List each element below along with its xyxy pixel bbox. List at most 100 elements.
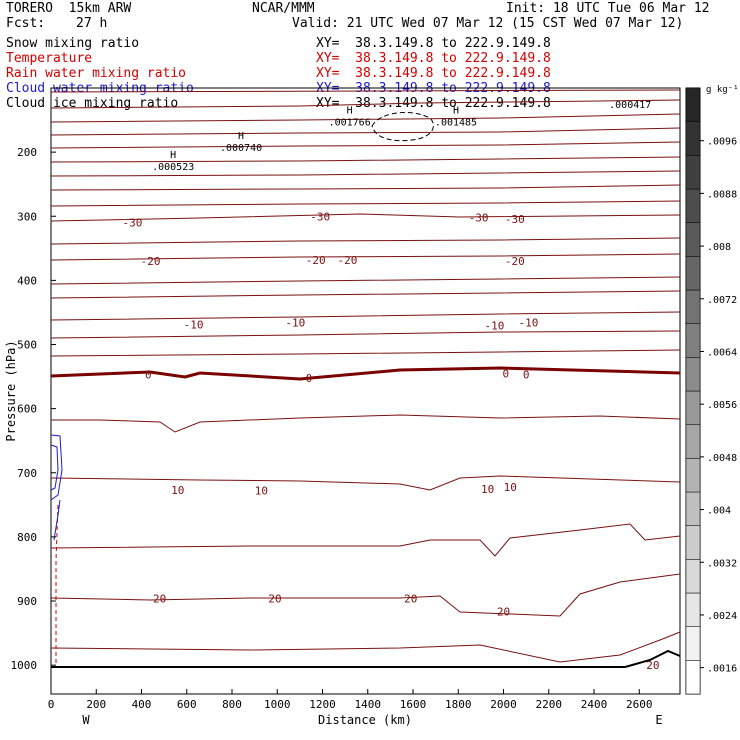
colorbar-segment bbox=[685, 525, 701, 560]
x-tick-label: 800 bbox=[222, 698, 242, 711]
y-tick-label: 300 bbox=[17, 210, 37, 223]
colorbar-segment bbox=[685, 626, 701, 661]
y-axis-title: Pressure (hPa) bbox=[4, 340, 18, 441]
colorbar-segment bbox=[685, 390, 701, 425]
colorbar-segment bbox=[685, 256, 701, 291]
org-label: NCAR/MMM bbox=[252, 1, 315, 16]
temperature-contour-label: 10 bbox=[171, 484, 184, 497]
colorbar-segment bbox=[685, 121, 701, 156]
colorbar-segment bbox=[685, 222, 701, 257]
temperature-contour-label: -30 bbox=[123, 217, 143, 230]
temperature-contour-label: -20 bbox=[505, 255, 525, 268]
field-name-temperature: Temperature bbox=[6, 51, 93, 66]
temperature-contour-label: -20 bbox=[306, 254, 326, 267]
extremum-mark: H bbox=[347, 105, 353, 116]
x-tick-label: 2200 bbox=[536, 698, 563, 711]
temperature-contour-label: 20 bbox=[268, 592, 281, 605]
colorbar-segment bbox=[685, 458, 701, 493]
y-tick-label: 700 bbox=[17, 467, 37, 480]
x-axis-east-label: E bbox=[655, 713, 662, 727]
temperature-contour-label: 20 bbox=[153, 592, 166, 605]
field-xy-rain: XY= 38.3.149.8 to 222.9.149.8 bbox=[316, 66, 551, 81]
extremum-mark: H bbox=[238, 131, 244, 142]
cloud-water-contours bbox=[50, 434, 63, 541]
x-tick-label: 2400 bbox=[581, 698, 608, 711]
colorbar-tick-label: .008 bbox=[707, 242, 731, 253]
rain-water-contour bbox=[55, 504, 59, 664]
extremum-value: .001766 bbox=[329, 117, 371, 128]
temperature-contour-label: 10 bbox=[255, 485, 268, 498]
colorbar-unit: g kg⁻¹ bbox=[706, 85, 739, 95]
x-tick-label: 400 bbox=[132, 698, 152, 711]
temperature-contour-label: -30 bbox=[505, 213, 525, 226]
colorbar-tick-label: .0048 bbox=[707, 453, 737, 464]
x-axis-west-label: W bbox=[82, 713, 90, 727]
colorbar-segment bbox=[685, 155, 701, 190]
extremum-mark: H bbox=[170, 150, 176, 161]
x-tick-label: 0 bbox=[48, 698, 55, 711]
temperature-contour-label: 10 bbox=[504, 481, 517, 494]
colorbar-segment bbox=[685, 323, 701, 358]
field-name-snow: Snow mixing ratio bbox=[6, 36, 140, 51]
temperature-contour-label: -10 bbox=[518, 317, 538, 330]
init-time: Init: 18 UTC Tue 06 Mar 12 bbox=[506, 1, 710, 16]
x-tick-label: 1600 bbox=[400, 698, 427, 711]
x-tick-label: 2600 bbox=[626, 698, 653, 711]
colorbar-tick-label: .0024 bbox=[707, 611, 737, 622]
extremum-value: .001485 bbox=[435, 117, 477, 128]
x-tick-label: 1000 bbox=[264, 698, 291, 711]
temperature-contour-label: -10 bbox=[285, 317, 305, 330]
temperature-contour-label: 10 bbox=[481, 483, 494, 496]
extremum-value: .000740 bbox=[220, 143, 262, 154]
colorbar-segment bbox=[685, 592, 701, 627]
x-tick-label: 600 bbox=[177, 698, 197, 711]
temperature-contour-label: -10 bbox=[184, 319, 204, 332]
x-axis-title: Distance (km) bbox=[318, 713, 412, 727]
temperature-contour-label: -30 bbox=[310, 210, 330, 223]
y-tick-label: 800 bbox=[17, 531, 37, 544]
temperature-contour-label: -20 bbox=[141, 255, 161, 268]
temperature-contour-label: 20 bbox=[646, 659, 659, 672]
colorbar-tick-label: .004 bbox=[707, 506, 731, 517]
temperature-contour-label: 0 bbox=[306, 372, 313, 385]
colorbar-segment bbox=[685, 491, 701, 526]
temperature-contour-label: -10 bbox=[485, 319, 505, 332]
plot-frame bbox=[50, 87, 681, 695]
extremum-value: .000417 bbox=[609, 100, 651, 111]
colorbar-tick-label: .0096 bbox=[707, 137, 737, 148]
temperature-contour-label: 0 bbox=[502, 367, 509, 380]
colorbar-tick-label: .0064 bbox=[707, 347, 737, 358]
colorbar-segment bbox=[685, 559, 701, 594]
fcst-value: 27 h bbox=[76, 16, 108, 31]
colorbar-tick-label: .0032 bbox=[707, 558, 737, 569]
fcst-label: Fcst: bbox=[6, 16, 46, 31]
field-xy-snow: XY= 38.3.149.8 to 222.9.149.8 bbox=[316, 36, 551, 51]
valid-time: Valid: 21 UTC Wed 07 Mar 12 (15 CST Wed … bbox=[292, 16, 684, 31]
y-tick-label: 1000 bbox=[11, 659, 38, 672]
colorbar-segment bbox=[685, 87, 701, 122]
extremum-mark: H bbox=[453, 105, 459, 116]
y-tick-label: 400 bbox=[17, 274, 37, 287]
colorbar-segment bbox=[685, 424, 701, 459]
colorbar-segment bbox=[685, 289, 701, 324]
temperature-contour-label: 0 bbox=[523, 369, 530, 382]
field-xy-cloud-ice: XY= 38.3.149.8 to 222.9.149.8 bbox=[316, 96, 551, 111]
y-tick-label: 600 bbox=[17, 403, 37, 416]
temperature-contour-label: 20 bbox=[497, 605, 510, 618]
colorbar-tick-label: .0088 bbox=[707, 189, 737, 200]
colorbar-segment bbox=[685, 660, 701, 695]
model-title: TORERO 15km ARW bbox=[6, 1, 132, 16]
x-tick-label: 1200 bbox=[309, 698, 336, 711]
ground-line bbox=[51, 649, 681, 668]
cloud-ice-contour bbox=[371, 112, 434, 142]
y-tick-label: 900 bbox=[17, 595, 37, 608]
extremum-value: .000523 bbox=[152, 162, 194, 173]
colorbar-tick-label: .0016 bbox=[707, 664, 737, 675]
colorbar-tick-label: .0072 bbox=[707, 295, 737, 306]
x-tick-label: 200 bbox=[86, 698, 106, 711]
field-xy-temperature: XY= 38.3.149.8 to 222.9.149.8 bbox=[316, 51, 551, 66]
colorbar-segment bbox=[685, 357, 701, 392]
temperature-contour-label: 20 bbox=[404, 592, 417, 605]
temperature-isotherms bbox=[50, 89, 681, 663]
freezing-level-line bbox=[50, 366, 681, 381]
